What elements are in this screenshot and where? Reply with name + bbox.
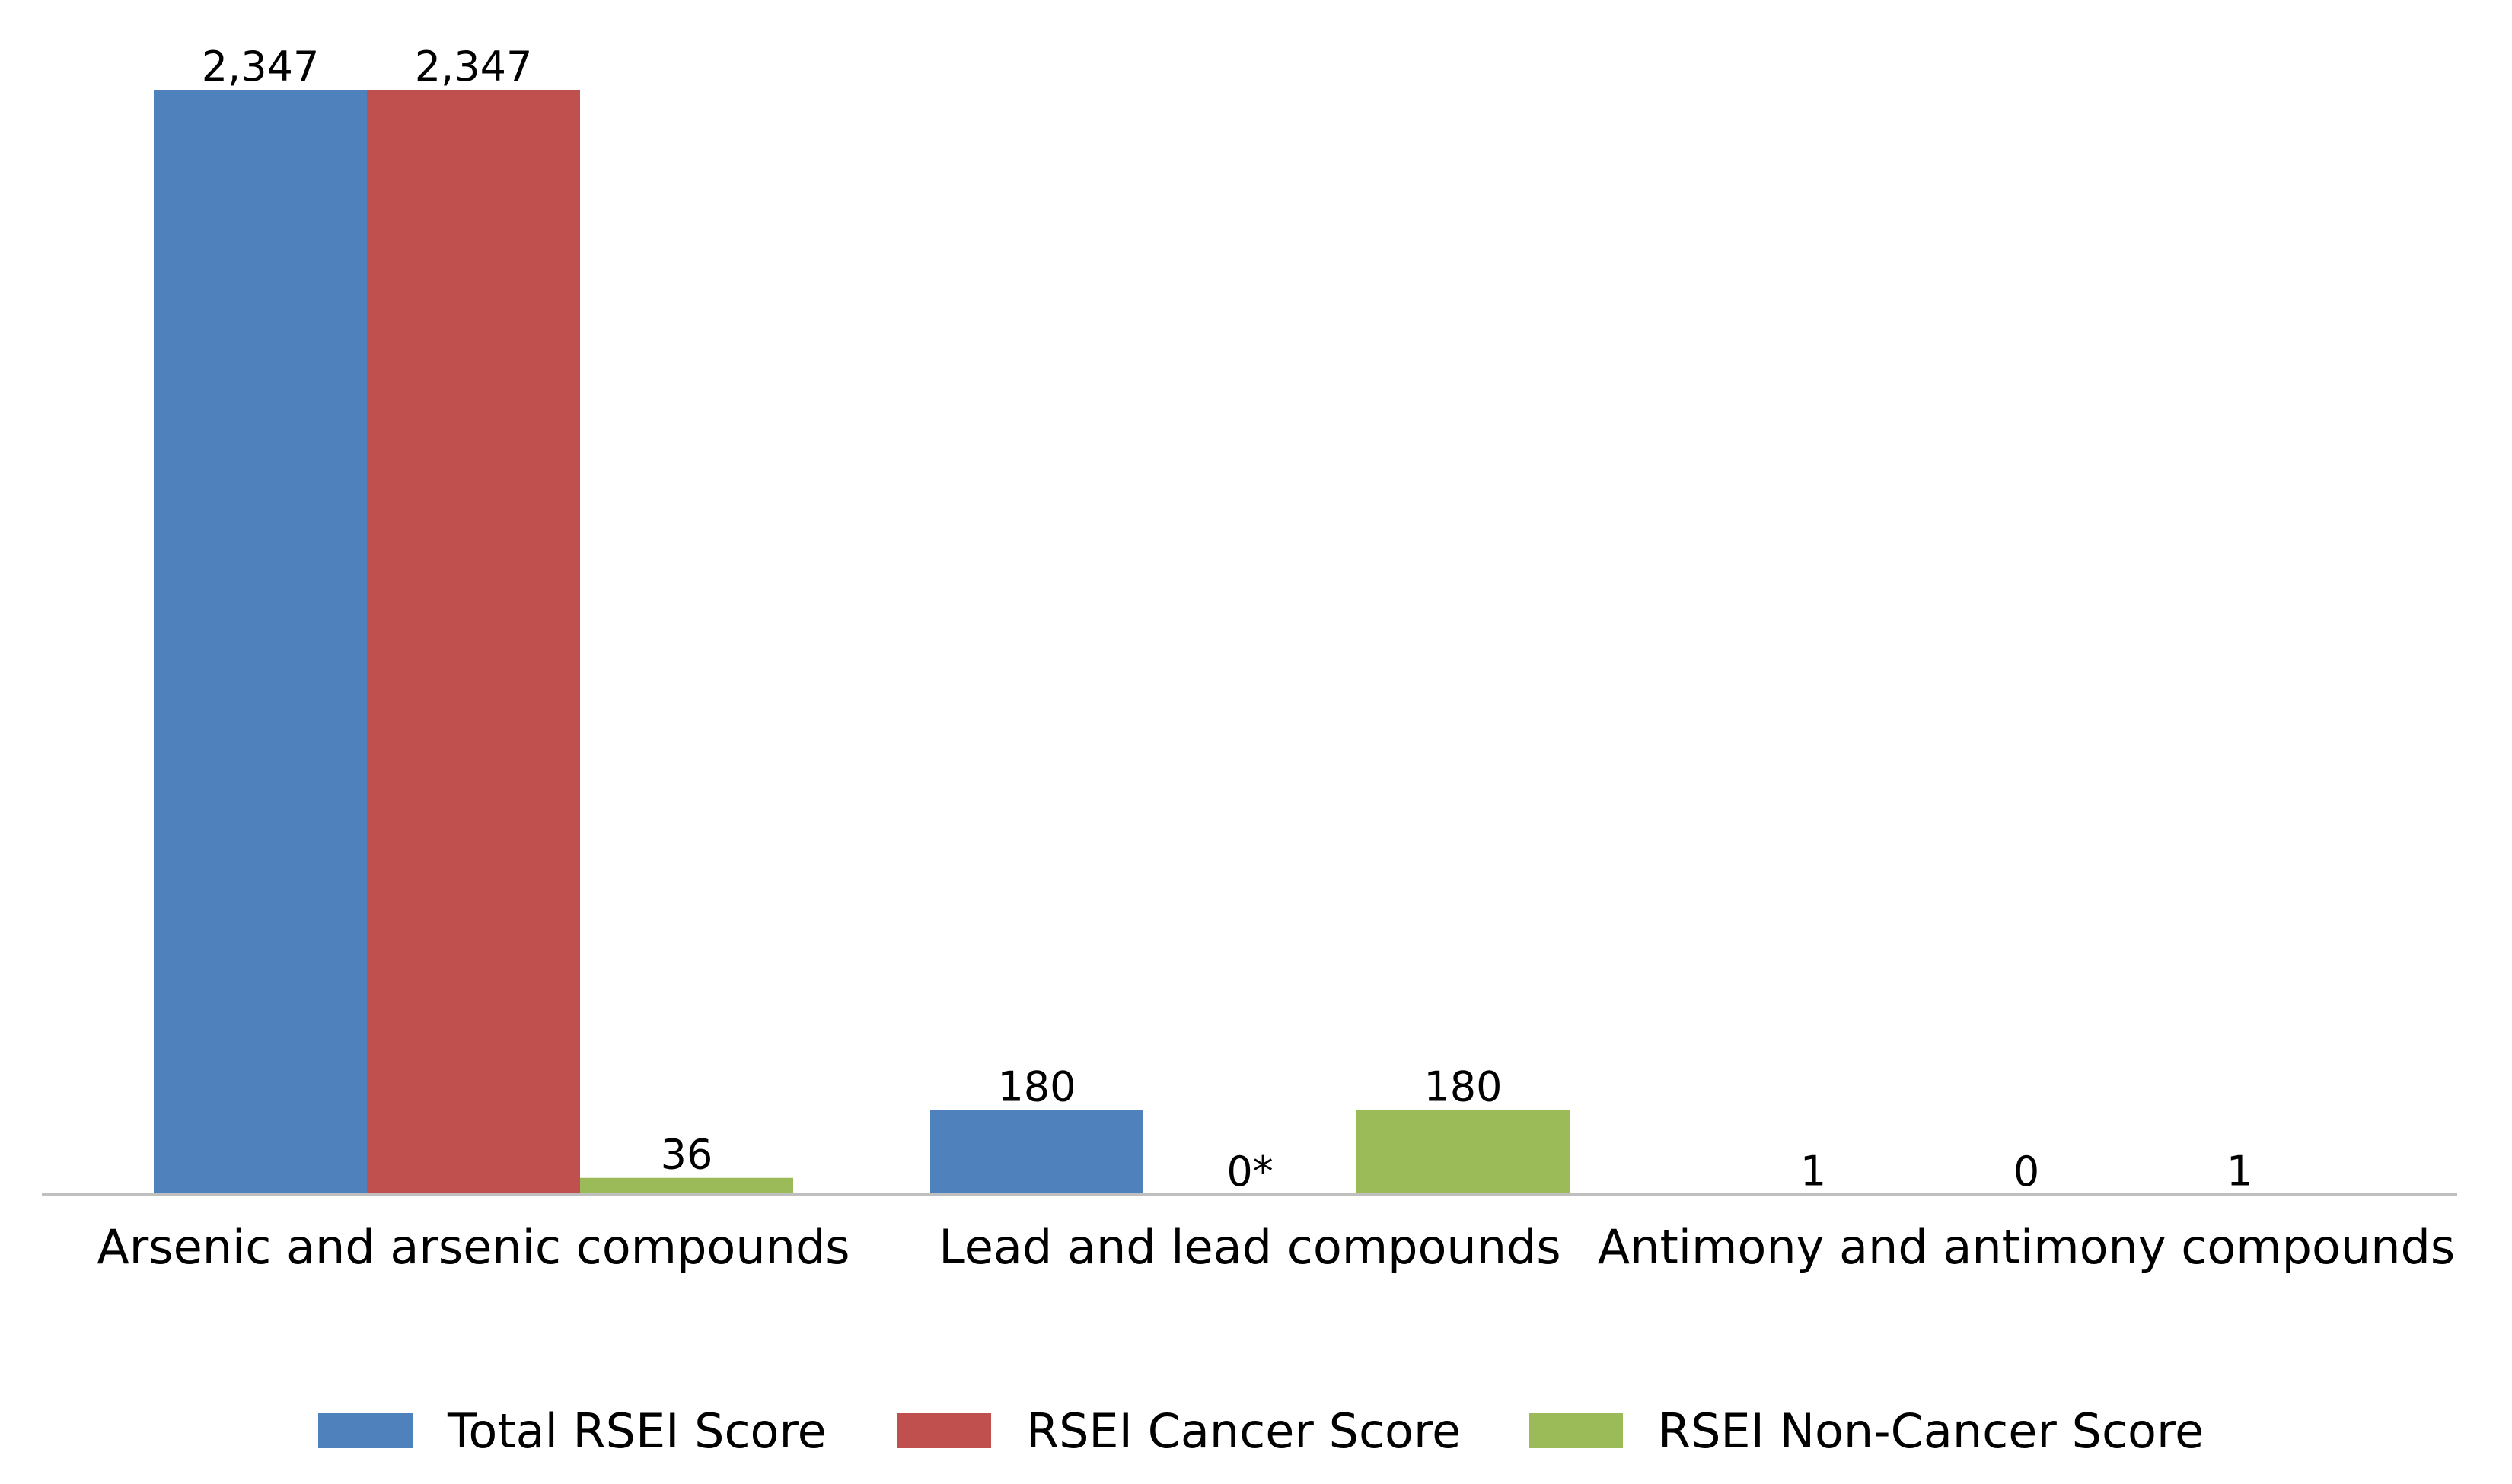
x-tick-label-antimony-and-antimony-compounds: Antimony and antimony compounds xyxy=(1598,1219,2455,1275)
bar-rsei-non-cancer-score-arsenic-and-arsenic-compounds xyxy=(580,1177,793,1195)
legend-label-total-rsei-score: Total RSEI Score xyxy=(447,1403,827,1459)
legend-label-rsei-non-cancer-score: RSEI Non-Cancer Score xyxy=(1658,1403,2204,1459)
category-ticks-layer: Arsenic and arsenic compounds Lead and le… xyxy=(97,1219,2455,1275)
bar-rsei-cancer-score-arsenic-and-arsenic-compounds xyxy=(367,90,580,1195)
data-label-total-rsei-score-lead-and-lead-compounds: 180 xyxy=(997,1063,1076,1111)
legend-swatch-rsei-cancer-score xyxy=(897,1413,991,1448)
bar-rsei-non-cancer-score-lead-and-lead-compounds xyxy=(1356,1110,1570,1195)
bar-total-rsei-score-lead-and-lead-compounds xyxy=(930,1110,1143,1195)
data-label-rsei-non-cancer-score-antimony-and-antimony-compounds: 1 xyxy=(2227,1147,2252,1195)
legend: Total RSEI Score RSEI Cancer Score RSEI No… xyxy=(318,1403,2204,1459)
data-label-rsei-cancer-score-arsenic-and-arsenic-compounds: 2,347 xyxy=(415,43,533,91)
data-label-total-rsei-score-arsenic-and-arsenic-compounds: 2,347 xyxy=(202,43,320,91)
value-labels-layer: 2,347 2,347 36 180 0* 180 1 0 1 xyxy=(202,43,2252,1196)
bar-total-rsei-score-arsenic-and-arsenic-compounds xyxy=(154,90,367,1195)
data-label-rsei-non-cancer-score-lead-and-lead-compounds: 180 xyxy=(1423,1063,1502,1111)
legend-swatch-rsei-non-cancer-score xyxy=(1529,1413,1623,1448)
legend-label-rsei-cancer-score: RSEI Cancer Score xyxy=(1026,1403,1461,1459)
data-label-rsei-cancer-score-lead-and-lead-compounds: 0* xyxy=(1226,1148,1273,1196)
x-tick-label-lead-and-lead-compounds: Lead and lead compounds xyxy=(939,1219,1560,1275)
bars-layer xyxy=(154,90,2346,1195)
x-tick-label-arsenic-and-arsenic-compounds: Arsenic and arsenic compounds xyxy=(97,1219,850,1275)
data-label-total-rsei-score-antimony-and-antimony-compounds: 1 xyxy=(1800,1147,1826,1195)
data-label-rsei-cancer-score-antimony-and-antimony-compounds: 0 xyxy=(2013,1148,2039,1196)
data-label-rsei-non-cancer-score-arsenic-and-arsenic-compounds: 36 xyxy=(661,1131,713,1179)
legend-swatch-total-rsei-score xyxy=(318,1413,413,1448)
